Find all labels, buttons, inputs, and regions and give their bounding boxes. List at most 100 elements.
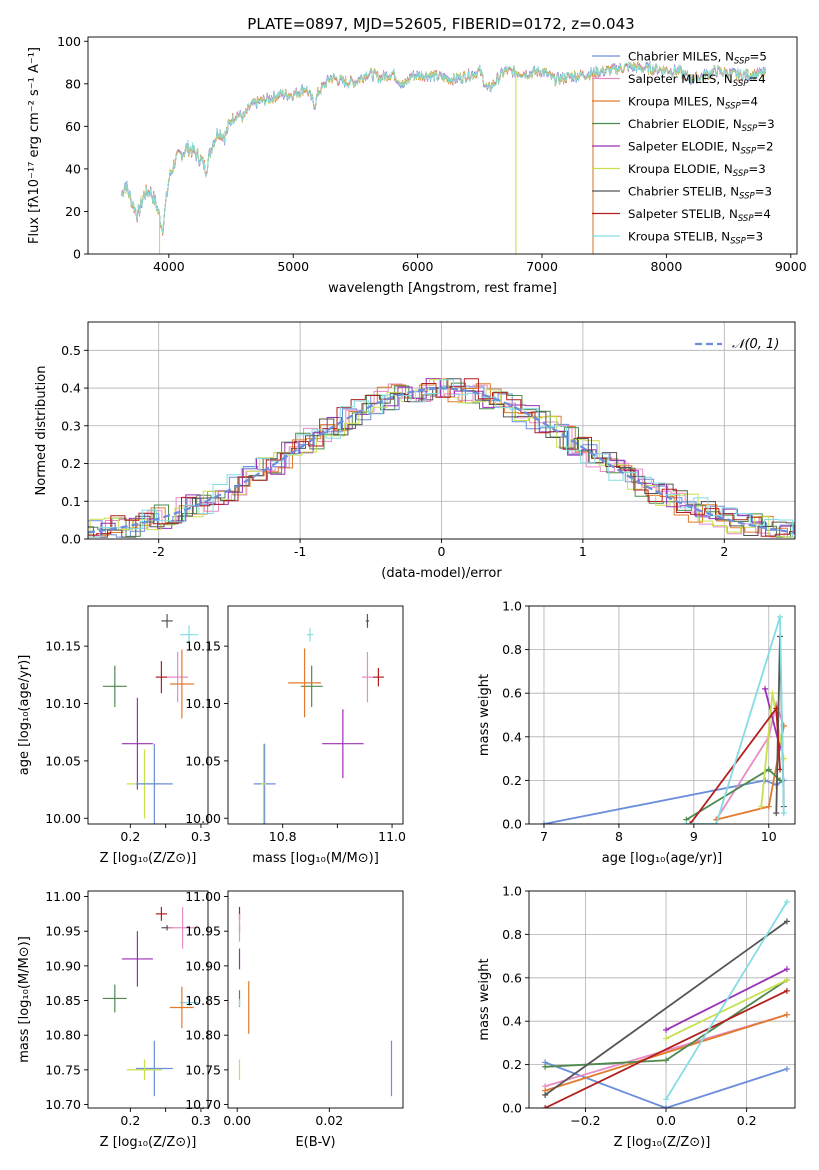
weight-marker-chab_elodie	[765, 766, 772, 773]
tick-label-y: 0.2	[502, 1057, 522, 1072]
tick-label-x: 0.2	[120, 1113, 140, 1128]
tick-label-y: 10.10	[45, 696, 81, 711]
weight-line-krou_miles	[716, 725, 785, 821]
weight-marker-krou_elodie	[758, 803, 765, 810]
axes-weight_vs_Z: −0.2 0.0 0.2 0.0 0.2 0.4 0.6 0.8 1.0 Z [log₁₀(Z/Z…	[477, 884, 796, 1150]
legend-label-salp_stelib: Salpeter STELIB, NSSP=4	[628, 207, 771, 224]
tick-label-y: 0.6	[502, 970, 522, 985]
errorbar-point-chab_elodie	[102, 665, 127, 707]
weight-marker-krou_stelib	[783, 898, 790, 905]
weight-marker-salp_stelib	[777, 766, 784, 773]
tick-label-x: -1	[294, 544, 306, 559]
tick-label-x: 1	[579, 544, 587, 559]
tick-label-x: -2	[152, 544, 164, 559]
errorbar-point-salp_miles	[361, 651, 373, 703]
weight-marker-krou_stelib	[777, 613, 784, 620]
plot-area-spectrum	[121, 60, 767, 254]
tick-label-y: 0.4	[502, 729, 522, 744]
weight-marker-salp_stelib	[783, 987, 790, 994]
weight-marker-krou_elodie	[769, 690, 776, 697]
tick-label-x: 0.2	[120, 829, 140, 844]
tick-label-y: 0.2	[61, 456, 81, 471]
weight-marker-salp_stelib	[773, 705, 780, 712]
errorbar-point-krou_miles	[288, 648, 321, 718]
tick-label-x: 0.02	[315, 1113, 343, 1128]
tick-label-x: 2	[720, 544, 728, 559]
weight-line-chab_stelib	[544, 920, 788, 1096]
tick-label-y: 0.4	[61, 381, 81, 396]
errorbar-point-salp_stelib	[155, 906, 168, 921]
errorbar-point-salp_elodie	[121, 697, 153, 790]
plot-area-weight_vs_age	[540, 613, 787, 824]
tick-label-y: 10.00	[45, 811, 81, 826]
axes-weight_vs_age: 7 8 9 10 0.0 0.2 0.4 0.6 0.8 1.0 age [log₁₀(age/yr…	[477, 599, 796, 866]
weight-line-krou_stelib	[686, 616, 785, 824]
tick-label-y: 10.90	[45, 958, 81, 973]
errorbar-point-salp_stelib	[372, 667, 384, 687]
weight-marker-chab_miles	[540, 821, 547, 824]
weight-line-krou_miles	[544, 1013, 788, 1092]
weight-marker-krou_elodie	[783, 976, 790, 983]
axes-frame	[227, 605, 404, 825]
weight-marker-salp_elodie	[663, 1026, 670, 1033]
plot-area-age_vs_mass	[253, 614, 384, 824]
axis-label-y: age [log₁₀(age/yr)]	[17, 655, 32, 776]
weight-marker-krou_miles	[783, 1011, 790, 1018]
axis-label-y: mass weight	[477, 674, 492, 756]
spectrum-line-krou_stelib	[121, 61, 767, 234]
errorbar-point-krou_miles	[169, 986, 194, 1029]
gaussian-curve	[88, 387, 795, 534]
weight-marker-chab_elodie	[777, 777, 784, 784]
tick-label-y: 1.0	[502, 884, 522, 899]
weight-marker-krou_stelib	[780, 810, 787, 817]
tick-label-y: 10.75	[45, 1062, 81, 1077]
legend-label-gauss: 𝒩(0, 1)	[732, 337, 779, 352]
axis-label-x: (data-model)/error	[381, 566, 502, 581]
axis-label-y: mass weight	[477, 958, 492, 1040]
weight-marker-salp_stelib	[542, 1105, 549, 1108]
tick-label-y: 11.00	[185, 889, 221, 904]
weight-marker-salp_elodie	[762, 685, 769, 692]
weight-marker-salp_elodie	[783, 966, 790, 973]
tick-label-y: 0.1	[61, 494, 81, 509]
plot-area-mass_vs_Z	[102, 906, 199, 1097]
axes-frame	[528, 605, 796, 825]
hist-step-chab_stelib	[88, 378, 795, 538]
errorbar-point-krou_miles	[169, 649, 194, 719]
tick-label-y: 0.4	[502, 1014, 522, 1029]
axes-mass_vs_ebv: 0.00 0.02 10.70 10.75 10.80 10.85 10.90 10.95 11…	[185, 889, 404, 1150]
tick-label-y: 10.80	[45, 1028, 81, 1043]
tick-label-x: 6000	[402, 259, 434, 274]
tick-label-y: 10.75	[185, 1062, 221, 1077]
tick-label-y: 10.70	[185, 1097, 221, 1112]
tick-label-x: 0	[438, 544, 446, 559]
tick-label-y: 10.10	[185, 696, 221, 711]
tick-label-y: 60	[65, 119, 81, 134]
tick-label-x: 0.3	[191, 829, 211, 844]
tick-label-y: 0.8	[502, 927, 522, 942]
axes-frame	[87, 890, 209, 1109]
weight-marker-chab_miles	[783, 1065, 790, 1072]
axis-label-y: Flux [fλ10⁻¹⁷ erg cm⁻² s⁻¹ A⁻¹]	[27, 47, 42, 244]
errorbar-point-krou_elodie	[126, 1059, 163, 1081]
axis-label-x: E(B-V)	[295, 1135, 335, 1150]
tick-label-y: 0.0	[502, 817, 522, 832]
weight-marker-krou_elodie	[780, 755, 787, 762]
axis-label-x: wavelength [Angstrom, rest frame]	[328, 281, 557, 296]
legend-label-krou_stelib: Kroupa STELIB, NSSP=3	[628, 230, 763, 247]
axis-label-x: Z [log₁₀(Z/Z⊙)]	[614, 1135, 711, 1150]
tick-label-y: 10.15	[185, 639, 221, 654]
tick-label-x: 5000	[277, 259, 309, 274]
legend-label-salp_elodie: Salpeter ELODIE, NSSP=2	[628, 140, 773, 157]
tick-label-y: 10.95	[185, 924, 221, 939]
legend-label-krou_elodie: Kroupa ELODIE, NSSP=3	[628, 162, 766, 179]
tick-label-y: 10.85	[45, 993, 81, 1008]
tick-label-y: 1.0	[502, 599, 522, 614]
tick-label-x: 7	[540, 829, 548, 844]
axes-spectrum: 4000 5000 6000 7000 8000 9000 0 20 40 60 80 100 wave…	[27, 34, 807, 296]
tick-label-y: 0.8	[502, 642, 522, 657]
tick-label-y: 10.05	[45, 753, 81, 768]
errorbar-point-krou_stelib	[179, 625, 199, 644]
tick-label-x: 10	[761, 829, 777, 844]
